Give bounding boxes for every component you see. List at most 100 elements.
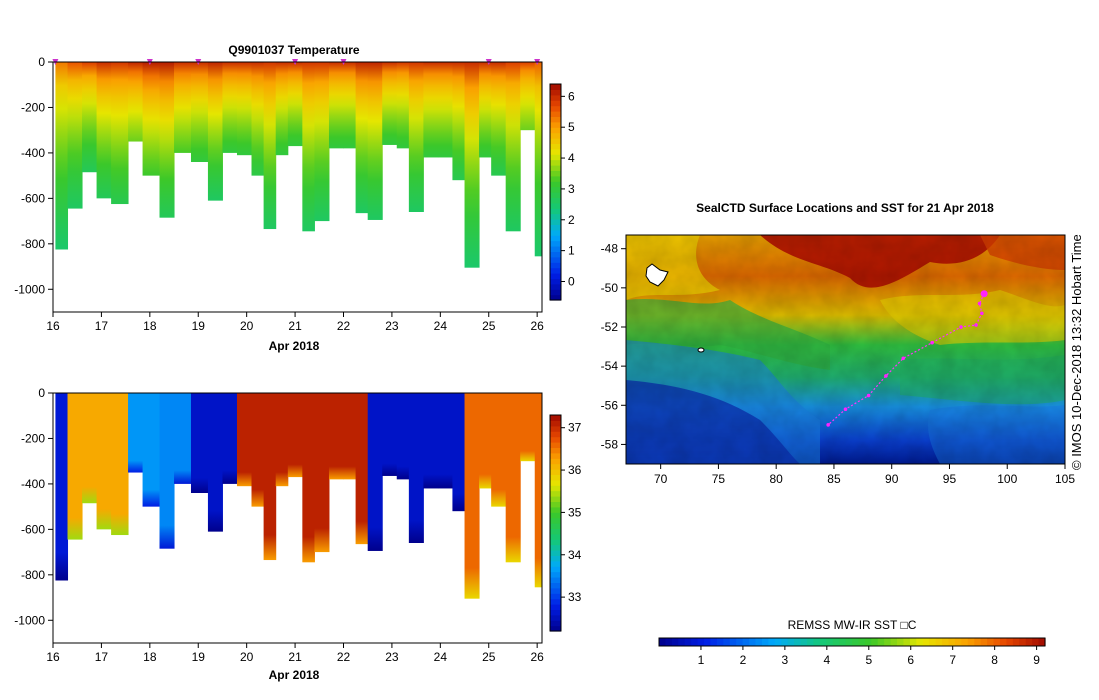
profile-column xyxy=(520,62,536,131)
sst-colorbar-segment xyxy=(980,638,988,646)
sst-colorbar-segment xyxy=(890,638,898,646)
profile-column xyxy=(423,62,439,158)
map-x-tick-label: 105 xyxy=(1055,472,1075,486)
profile-column xyxy=(222,393,238,484)
colorbar-segment xyxy=(550,544,561,551)
colorbar-tick-label: 37 xyxy=(568,421,582,435)
sst-colorbar-segment xyxy=(781,638,789,646)
profile-column xyxy=(314,62,330,222)
y-tick-label: -600 xyxy=(21,191,45,205)
colorbar-segment xyxy=(550,452,561,459)
colorbar-segment xyxy=(550,256,561,263)
map-y-tick-label: -56 xyxy=(601,398,619,412)
profile-column xyxy=(491,62,507,176)
map-x-tick-label: 100 xyxy=(997,472,1017,486)
x-tick-label: 20 xyxy=(240,650,254,664)
temperature-section-plot: Q9901037 Temperature 16 17 18 19 20 21 22 23 24 2… xyxy=(14,43,575,353)
sst-colorbar-segment xyxy=(922,638,930,646)
sst-colorbar-segment xyxy=(948,638,956,646)
profile-column xyxy=(452,62,466,181)
sst-colorbar-tick-label: 4 xyxy=(823,653,830,667)
seal-track-point xyxy=(826,423,830,427)
colorbar-segment xyxy=(550,138,561,144)
sst-colorbar-segment xyxy=(736,638,744,646)
sst-colorbar-segment xyxy=(852,638,860,646)
colorbar-segment xyxy=(550,213,561,220)
sst-colorbar-segment xyxy=(684,638,692,646)
colorbar-tick-label: 4 xyxy=(568,151,575,165)
seal-track-point xyxy=(930,340,934,345)
map-x-tick-label: 85 xyxy=(827,472,841,486)
colorbar-segment xyxy=(550,528,561,535)
colorbar-segment xyxy=(550,251,561,258)
colorbar-segment xyxy=(550,267,561,274)
x-tick-label: 19 xyxy=(192,650,206,664)
profile-column xyxy=(534,393,543,588)
profile-column xyxy=(396,393,410,480)
colorbar-segment xyxy=(550,598,561,605)
profile-column xyxy=(67,393,83,540)
y-tick-label: -400 xyxy=(21,146,45,160)
colorbar-tick-label: 36 xyxy=(568,463,582,477)
y-tick-label: -1000 xyxy=(14,282,45,296)
sst-colorbar-segment xyxy=(1006,638,1014,646)
profile-column xyxy=(55,62,69,250)
x-tick-label: 25 xyxy=(482,319,496,333)
sst-colorbar-segment xyxy=(716,638,724,646)
sst-colorbar-segment xyxy=(884,638,892,646)
profile-column xyxy=(464,393,480,599)
profile-column xyxy=(479,62,492,158)
heard-island xyxy=(697,347,705,353)
temperature-title: Q9901037 Temperature xyxy=(228,43,360,57)
map-x-tick-label: 70 xyxy=(654,472,668,486)
profile-column xyxy=(505,62,521,232)
colorbar-segment xyxy=(550,283,561,290)
x-tick-label: 21 xyxy=(288,319,302,333)
sst-colorbar-segment xyxy=(864,638,872,646)
sst-colorbar-segment xyxy=(929,638,937,646)
x-tick-label: 25 xyxy=(482,650,496,664)
profile-column xyxy=(251,62,265,176)
sst-colorbar-segment xyxy=(697,638,705,646)
y-tick-label: 0 xyxy=(38,55,45,69)
temperature-plot-frame xyxy=(52,61,543,313)
colorbar-segment xyxy=(550,625,561,632)
colorbar-segment xyxy=(550,105,561,112)
seal-track-point xyxy=(901,356,906,361)
profile-column xyxy=(408,393,424,543)
colorbar-segment xyxy=(550,620,561,627)
map-title: SealCTD Surface Locations and SST for 21… xyxy=(696,201,994,215)
y-tick-label: -1000 xyxy=(14,613,45,627)
sst-colorbar-segment xyxy=(999,638,1007,646)
colorbar-segment xyxy=(550,94,561,101)
x-tick-label: 17 xyxy=(95,319,109,333)
colorbar-segment xyxy=(550,609,561,616)
colorbar-segment xyxy=(550,474,561,481)
sst-colorbar-segment xyxy=(987,638,995,646)
colorbar-segment xyxy=(550,431,561,438)
colorbar-segment xyxy=(550,240,561,247)
colorbar-segment xyxy=(550,89,561,96)
sst-colorbar-tick-label: 5 xyxy=(865,653,872,667)
sst-colorbar-segment xyxy=(813,638,821,646)
x-tick-label: 26 xyxy=(530,319,544,333)
sst-colorbar-tick-label: 1 xyxy=(698,653,705,667)
colorbar-tick-label: 5 xyxy=(568,120,575,134)
sst-colorbar-segment xyxy=(839,638,847,646)
profile-column xyxy=(328,393,344,480)
profile-column xyxy=(96,62,112,199)
profile-column xyxy=(464,62,480,268)
sst-colorbar-segment xyxy=(1019,638,1027,646)
colorbar-tick-label: 6 xyxy=(568,89,575,103)
seal-track-point xyxy=(980,290,988,298)
seal-track-point xyxy=(980,311,984,316)
sst-colorbar-segment xyxy=(678,638,686,646)
colorbar-segment xyxy=(550,262,561,269)
map-x-tick-label: 95 xyxy=(943,472,957,486)
y-tick-label: -200 xyxy=(21,100,45,114)
sst-colorbar-segment xyxy=(826,638,834,646)
profile-column xyxy=(534,62,543,257)
colorbar-segment xyxy=(550,577,561,583)
sst-colorbar-segment xyxy=(961,638,969,646)
